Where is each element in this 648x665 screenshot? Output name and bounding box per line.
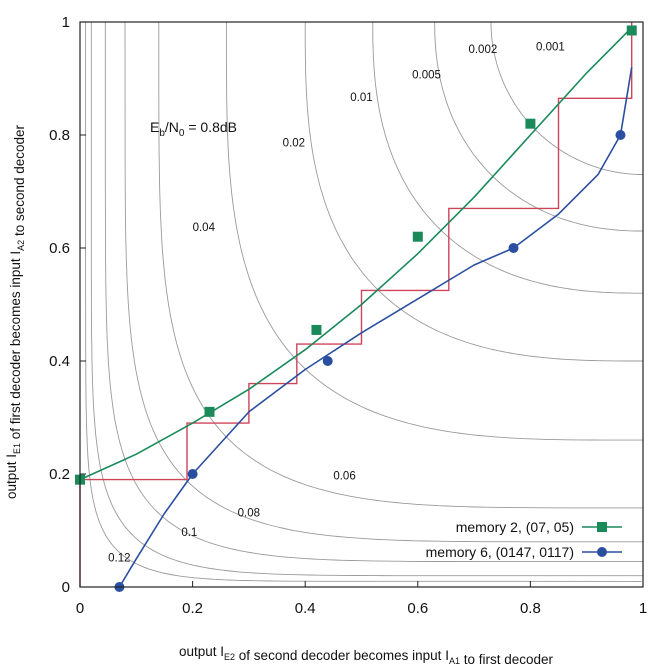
x-tick-label: 1 (639, 600, 647, 617)
plot-frame (79, 21, 644, 588)
contour-label: 0.04 (193, 222, 216, 234)
x-tick-label: 0 (76, 600, 84, 617)
legend-label-1: memory 2, (07, 05) (456, 519, 574, 535)
contour-label: 0.001 (536, 41, 565, 53)
series-marker-1 (412, 231, 423, 242)
series-marker-2 (615, 130, 626, 140)
contour-line (90, 22, 643, 577)
contour-label: 0.08 (238, 507, 260, 519)
series-marker-1 (525, 118, 536, 129)
contour-line (158, 22, 643, 509)
x-tick-label: 0.2 (182, 600, 203, 617)
series-marker-1 (204, 406, 215, 417)
series-marker-2 (322, 356, 333, 366)
decoding-trajectory (79, 22, 633, 587)
x-tick-label: 0.6 (407, 600, 428, 617)
contour-label: 0.005 (412, 70, 441, 82)
legend-label-2: memory 6, (0147, 0117) (426, 544, 574, 560)
y-tick-label: 1 (62, 14, 70, 31)
x-tick-label: 0.4 (295, 600, 316, 617)
contour-line (225, 22, 643, 441)
contour-label: 0.12 (108, 553, 130, 565)
legend-marker-1 (597, 522, 607, 532)
legend-marker-2 (597, 547, 607, 557)
x-tick-label: 0.8 (520, 600, 541, 617)
legend: memory 2, (07, 05) memory 6, (0147, 0117) (426, 519, 622, 560)
contour-label: 0.06 (333, 471, 355, 483)
contour-labels: 0.001 0.002 0.005 0.01 0.02 0.04 0.06 0.08 0.1 0.… (108, 41, 565, 564)
series-marker-1 (626, 25, 637, 36)
y-tick-label: 0.2 (49, 466, 70, 483)
ebn0-annotation: Eb/N0 = 0.8dB (150, 119, 237, 139)
x-axis-label: output IE2 of second decoder becomes inp… (179, 644, 554, 665)
series-marker-2 (508, 243, 519, 253)
contour-label: 0.01 (350, 92, 372, 104)
series-marker-1 (311, 324, 322, 335)
y-tick-label: 0 (62, 579, 70, 596)
series-marker-2 (187, 469, 198, 479)
contour-line (85, 22, 642, 582)
y-tick-label: 0.6 (49, 240, 70, 257)
y-tick-label: 0.4 (49, 353, 70, 370)
y-tick-label: 0.8 (49, 127, 70, 144)
y-axis-label: output IE1 of first decoder becomes inpu… (4, 124, 27, 499)
contour-line (304, 22, 643, 362)
series-line-1 (79, 27, 633, 481)
contour-line (434, 22, 644, 232)
contour-label: 0.1 (181, 527, 197, 539)
axis-ticks: 0 0.2 0.4 0.6 0.8 1 0 0.2 0.4 0.6 0.8 1 (49, 14, 647, 617)
contour-label: 0.02 (283, 137, 305, 149)
contour-label: 0.002 (468, 44, 497, 56)
trajectory-path (79, 22, 633, 587)
series-line-2 (118, 67, 633, 588)
contour-line (372, 22, 643, 294)
contour-line (104, 22, 643, 563)
